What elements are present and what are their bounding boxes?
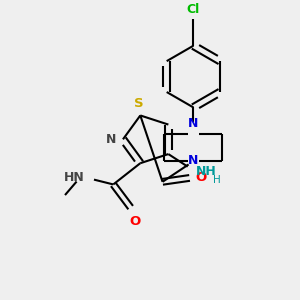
Text: N: N	[188, 117, 199, 130]
Text: O: O	[130, 215, 141, 228]
Text: N: N	[188, 154, 199, 167]
Text: S: S	[134, 98, 143, 110]
Text: HN: HN	[64, 171, 84, 184]
Text: Cl: Cl	[187, 3, 200, 16]
Text: NH: NH	[195, 165, 216, 178]
Text: O: O	[196, 171, 207, 184]
Text: N: N	[106, 133, 117, 146]
Text: H: H	[213, 175, 220, 185]
